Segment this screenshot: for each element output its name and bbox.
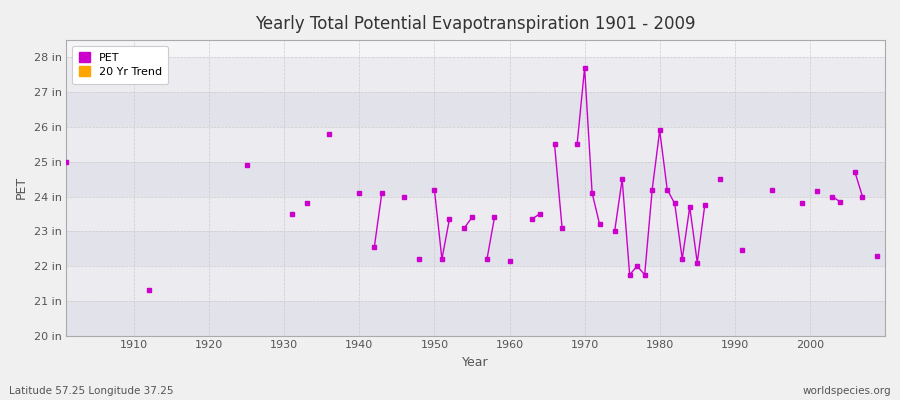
Bar <box>67 301 885 336</box>
Bar <box>67 127 885 162</box>
Y-axis label: PET: PET <box>15 176 28 200</box>
Bar <box>67 58 885 92</box>
X-axis label: Year: Year <box>463 356 489 369</box>
Title: Yearly Total Potential Evapotranspiration 1901 - 2009: Yearly Total Potential Evapotranspiratio… <box>256 15 696 33</box>
Bar <box>67 92 885 127</box>
Text: Latitude 57.25 Longitude 37.25: Latitude 57.25 Longitude 37.25 <box>9 386 174 396</box>
Bar <box>67 266 885 301</box>
Text: worldspecies.org: worldspecies.org <box>803 386 891 396</box>
Bar <box>67 231 885 266</box>
Legend: PET, 20 Yr Trend: PET, 20 Yr Trend <box>72 46 168 84</box>
Bar <box>67 196 885 231</box>
Bar <box>67 162 885 196</box>
